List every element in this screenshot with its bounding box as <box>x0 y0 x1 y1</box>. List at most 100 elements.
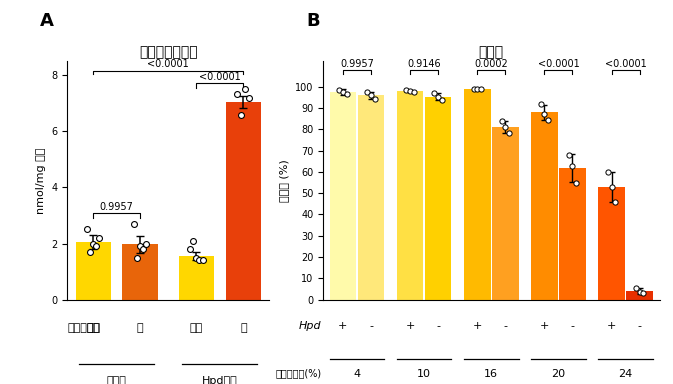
Point <box>185 246 196 252</box>
Point <box>535 101 546 107</box>
Point <box>468 86 479 92</box>
Text: A: A <box>40 12 55 30</box>
Point <box>338 89 349 95</box>
Text: <0.0001: <0.0001 <box>605 59 647 69</box>
Text: +: + <box>472 321 482 331</box>
Point <box>132 255 143 261</box>
Point <box>81 227 92 233</box>
Point <box>571 180 581 186</box>
Bar <box>598 187 625 300</box>
Text: 標準: 標準 <box>190 323 203 333</box>
Text: タンパク質: タンパク質 <box>67 323 100 333</box>
Text: +: + <box>540 321 549 331</box>
Text: 16: 16 <box>485 369 498 379</box>
Text: 対照群: 対照群 <box>106 376 127 384</box>
Point <box>539 111 550 117</box>
Text: -: - <box>503 321 507 331</box>
Point <box>634 289 645 295</box>
Text: <0.0001: <0.0001 <box>199 71 241 82</box>
Point <box>563 152 574 158</box>
Point <box>437 97 448 103</box>
Title: 生存率: 生存率 <box>479 45 504 59</box>
Text: +: + <box>607 321 616 331</box>
Point <box>188 238 199 244</box>
Text: -: - <box>571 321 575 331</box>
Point <box>334 87 345 93</box>
Text: タンパク質(%): タンパク質(%) <box>275 369 321 379</box>
Bar <box>492 127 519 300</box>
Y-axis label: 蛹化率 (%): 蛹化率 (%) <box>279 159 289 202</box>
Bar <box>330 92 356 300</box>
Bar <box>464 89 491 300</box>
Bar <box>179 256 214 300</box>
Point <box>87 240 98 247</box>
Point <box>197 257 208 263</box>
Point <box>472 86 483 92</box>
Point <box>91 243 102 249</box>
Text: -: - <box>436 321 440 331</box>
Text: 0.9146: 0.9146 <box>407 59 441 69</box>
Point <box>341 91 352 98</box>
Point <box>404 88 415 94</box>
Text: B: B <box>306 12 320 30</box>
Point <box>429 90 440 96</box>
Point <box>409 89 419 95</box>
Point <box>503 129 514 136</box>
Text: 0.0002: 0.0002 <box>474 59 508 69</box>
Point <box>606 184 617 190</box>
Point <box>194 257 205 263</box>
Point <box>365 93 376 99</box>
Title: 体内チロシン量: 体内チロシン量 <box>139 45 198 59</box>
Point <box>610 199 621 205</box>
Text: +: + <box>339 321 348 331</box>
Point <box>638 290 649 296</box>
Point <box>567 162 578 169</box>
Point <box>135 243 145 249</box>
Bar <box>225 102 261 300</box>
Text: 高: 高 <box>137 323 143 333</box>
Point <box>476 86 487 93</box>
Point <box>244 95 255 101</box>
Point <box>236 112 247 118</box>
Text: 高: 高 <box>240 323 247 333</box>
Bar <box>531 113 558 300</box>
Text: 0.9957: 0.9957 <box>100 202 133 212</box>
Point <box>542 117 553 123</box>
Bar <box>122 244 157 300</box>
Text: Hpd抑制: Hpd抑制 <box>202 376 238 384</box>
Text: <0.0001: <0.0001 <box>147 59 189 69</box>
Point <box>631 285 641 291</box>
Text: 24: 24 <box>618 369 633 379</box>
Point <box>602 169 613 175</box>
Point <box>129 221 139 227</box>
Point <box>369 96 380 102</box>
Bar <box>358 96 384 300</box>
Text: 10: 10 <box>417 369 431 379</box>
Point <box>500 124 511 131</box>
Text: +: + <box>405 321 415 331</box>
Bar <box>627 291 653 300</box>
Bar <box>397 91 423 300</box>
Point <box>362 89 373 95</box>
Text: 0.9957: 0.9957 <box>340 59 374 69</box>
Text: 20: 20 <box>551 369 565 379</box>
Point <box>240 86 251 93</box>
Point <box>85 249 96 255</box>
Bar <box>425 96 452 300</box>
Bar <box>75 242 111 300</box>
Bar <box>559 168 586 300</box>
Point <box>232 91 243 97</box>
Point <box>141 240 151 247</box>
Text: -: - <box>637 321 641 331</box>
Point <box>496 118 507 124</box>
Text: Hpd: Hpd <box>299 321 321 331</box>
Text: 4: 4 <box>353 369 361 379</box>
Text: 標準: 標準 <box>87 323 100 333</box>
Point <box>401 87 412 93</box>
Text: <0.0001: <0.0001 <box>538 59 579 69</box>
Point <box>94 235 104 241</box>
Text: -: - <box>369 321 373 331</box>
Point <box>191 255 202 261</box>
Point <box>138 246 149 252</box>
Point <box>433 93 444 99</box>
